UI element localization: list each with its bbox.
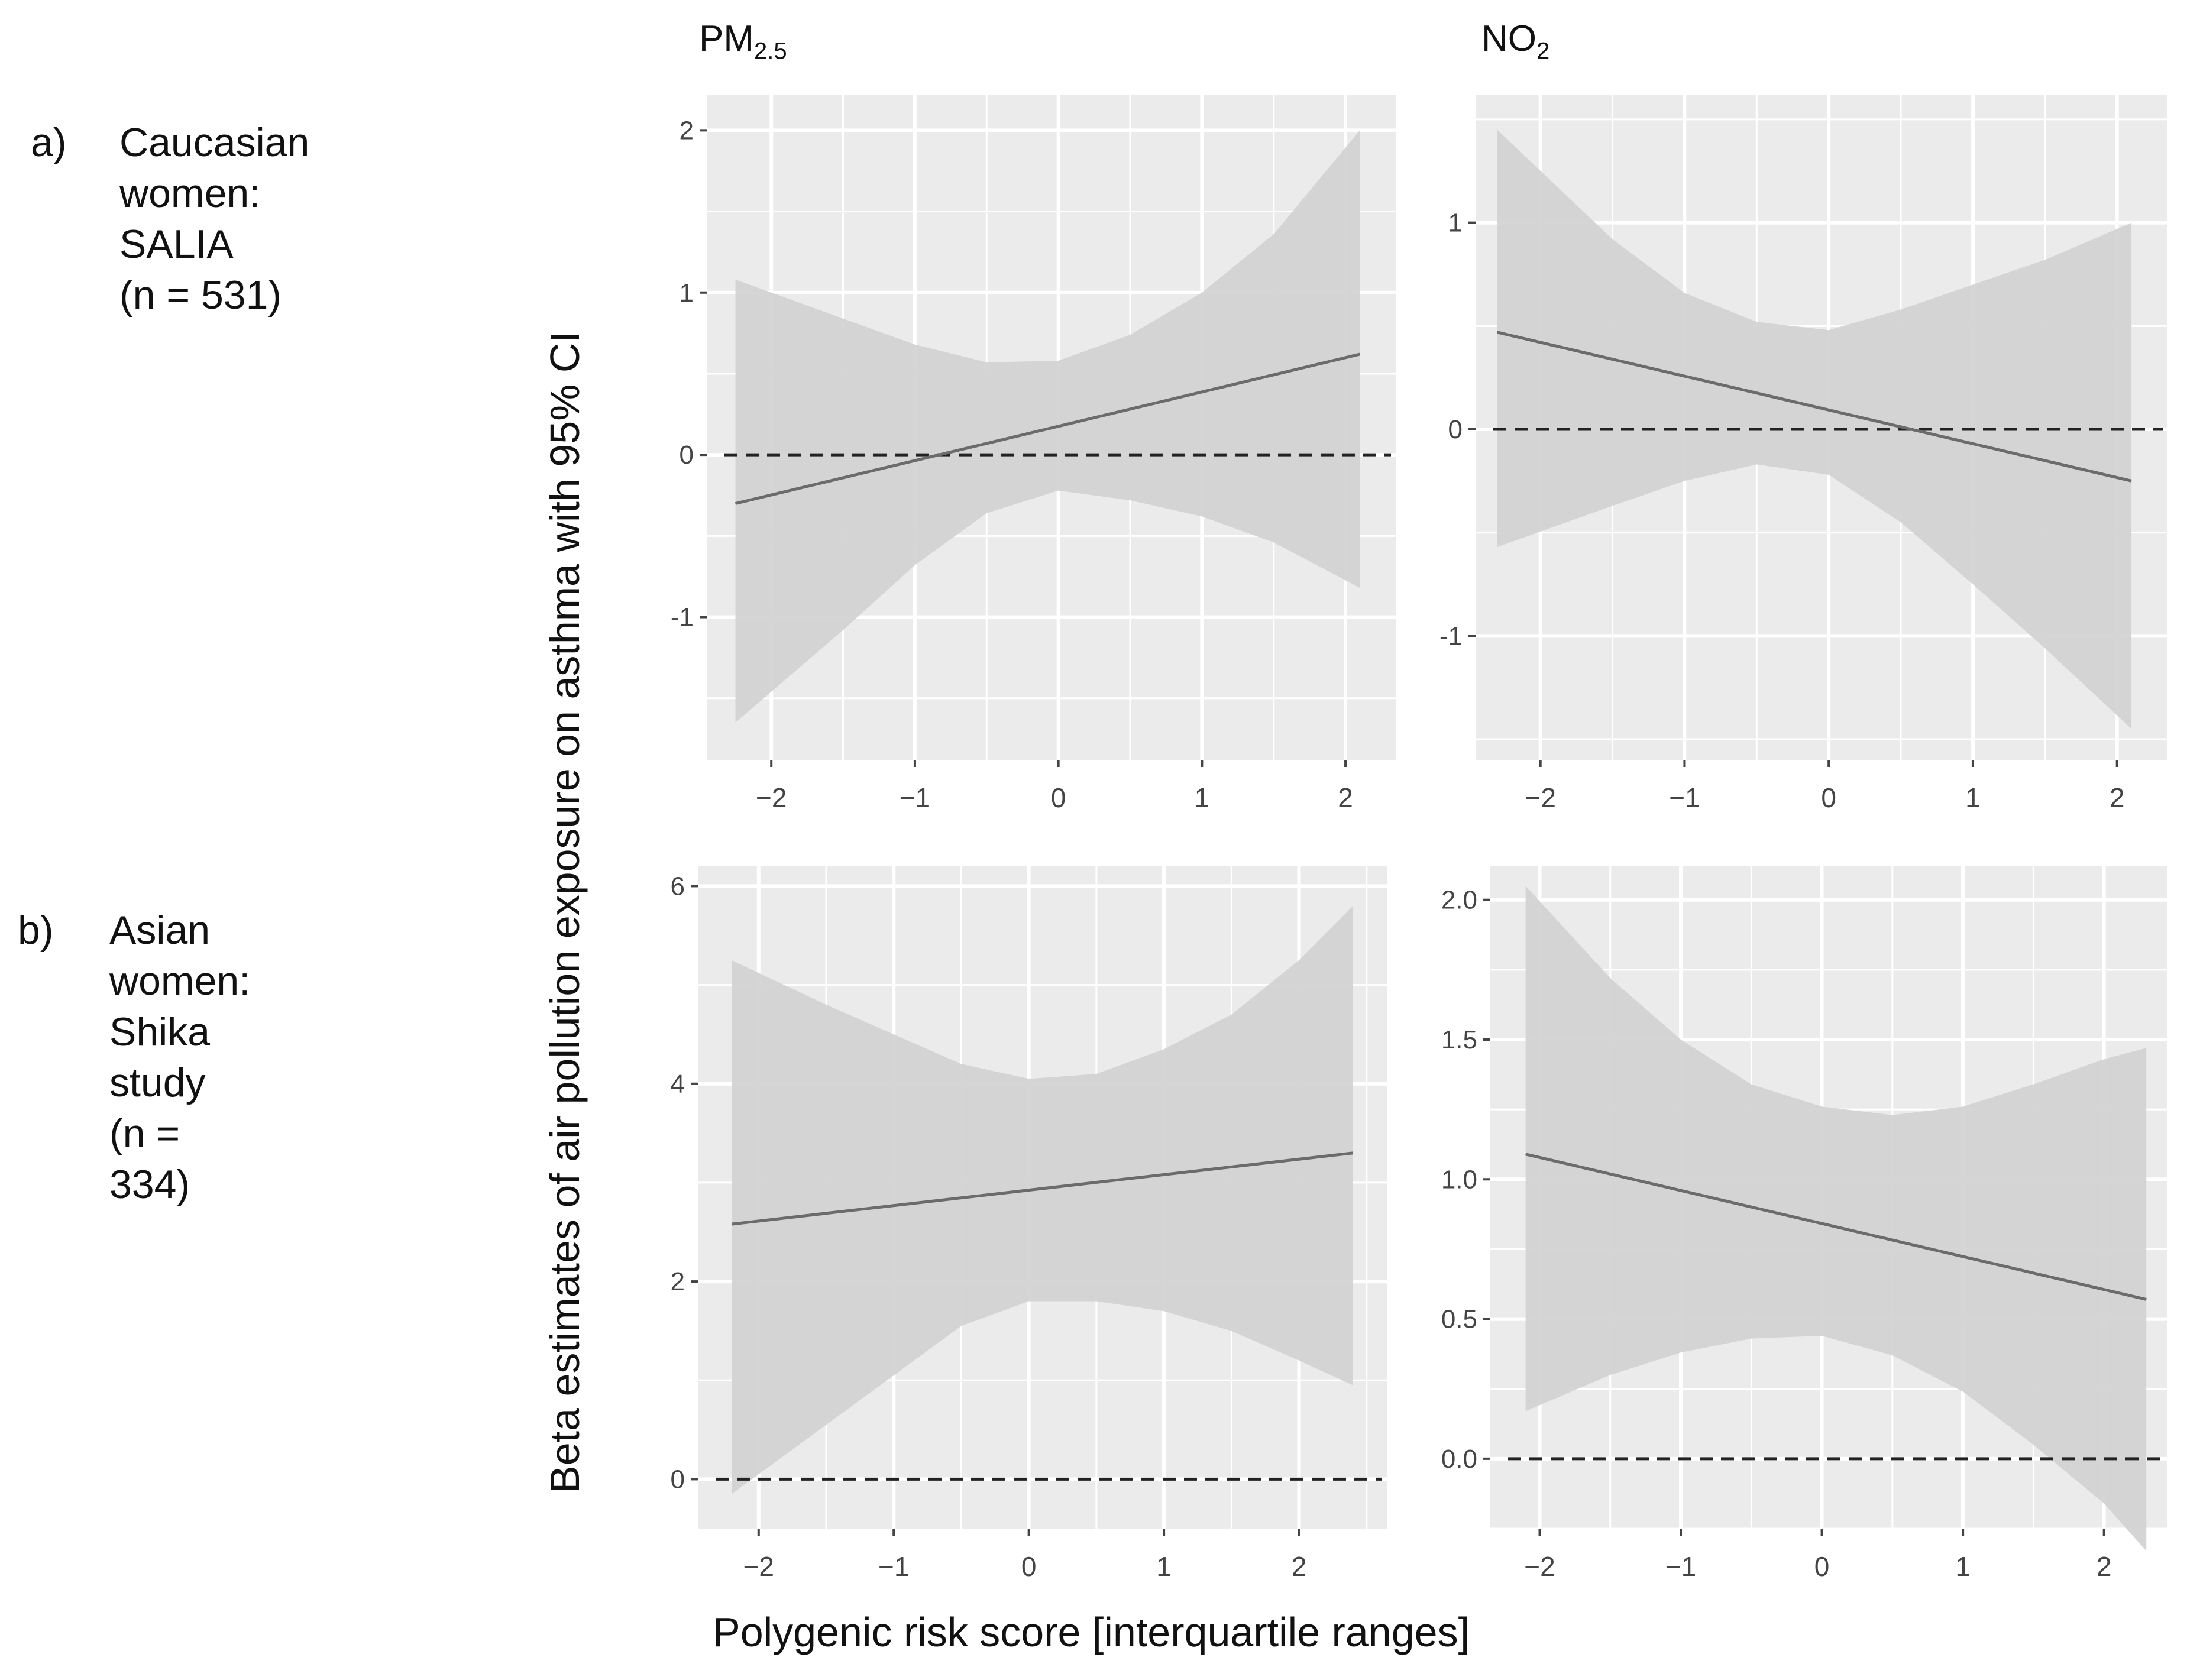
panel-a-no2: -1 0 1 −2 −1 0 1 2 [1439, 95, 2167, 813]
row-label-b-line-1: Asian women: [109, 908, 251, 1004]
x-tick-label: −2 [1525, 782, 1555, 813]
confidence-interval-band [1525, 886, 2147, 1551]
column-title-pm25-sub: 2.5 [754, 38, 787, 64]
x-tick-label: −1 [1665, 1551, 1696, 1582]
column-title-pm25: PM2.5 [699, 18, 787, 64]
y-axis-title: Beta estimates of air pollution exposure… [542, 331, 588, 1493]
y-tick-label: 6 [671, 872, 685, 901]
x-tick-label: 1 [1195, 782, 1210, 813]
y-tick-label: 0.5 [1441, 1305, 1477, 1334]
column-title-no2-sub: 2 [1536, 38, 1550, 64]
y-tick-label: -1 [671, 603, 694, 632]
y-tick-label: 0.0 [1441, 1445, 1477, 1474]
x-axis-title: Polygenic risk score [interquartile rang… [713, 1609, 1470, 1655]
row-label-a-letter: a) [31, 120, 67, 165]
y-tick-label: 2 [680, 116, 694, 145]
y-tick-label: 1.0 [1441, 1165, 1477, 1194]
x-tick-label: −2 [1524, 1551, 1555, 1582]
x-tick-label: 1 [1156, 1551, 1172, 1582]
estimate-line [1525, 1153, 2147, 1301]
estimate-line [735, 352, 1360, 505]
x-tick-label: 2 [2110, 782, 2125, 813]
panel-b-pm25: 0 2 4 6 −2 −1 0 1 2 [671, 866, 1387, 1582]
estimate-line [1497, 331, 2132, 483]
confidence-interval-band [735, 130, 1360, 723]
y-tick-label: -1 [1439, 621, 1463, 650]
y-tick-label: 0 [1448, 415, 1463, 444]
x-tick-label: −1 [900, 782, 930, 813]
x-tick-label: 1 [1955, 1551, 1971, 1582]
row-label-a-line-2: SALIA [119, 222, 234, 267]
row-label-b-line-2: Shika study [109, 1009, 211, 1105]
x-tick-label: −2 [756, 782, 787, 813]
panel-b-no2: 0.0 0.5 1.0 1.5 2.0 −2 −1 0 1 2 [1441, 866, 2167, 1582]
y-tick-label: 0 [680, 441, 694, 470]
x-tick-label: 1 [1965, 782, 1981, 813]
column-title-pm25-main: PM [699, 18, 754, 59]
y-tick-label: 1 [680, 279, 694, 307]
y-tick-label: 1.5 [1441, 1025, 1477, 1054]
x-tick-label: −1 [1669, 782, 1700, 813]
x-tick-label: 2 [1338, 782, 1353, 813]
y-tick-label: 2.0 [1441, 886, 1477, 915]
y-tick-label: 0 [671, 1465, 685, 1494]
panel-a-pm25: -1 0 1 2 −2 −1 0 1 2 [671, 95, 1396, 813]
row-label-a-line-1: Caucasian women: [119, 120, 310, 216]
x-tick-label: 0 [1821, 782, 1836, 813]
x-tick-label: 2 [1292, 1551, 1307, 1582]
x-tick-label: 0 [1814, 1551, 1830, 1582]
column-title-no2-main: NO [1481, 18, 1536, 59]
y-tick-label: 4 [671, 1070, 685, 1099]
y-tick-label: 1 [1448, 209, 1463, 238]
column-title-no2: NO2 [1481, 18, 1549, 64]
x-tick-label: −1 [878, 1551, 909, 1582]
row-label-a-line-3: (n = 531) [119, 273, 282, 318]
estimate-line [731, 1151, 1354, 1226]
row-label-b-letter: b) [18, 908, 54, 953]
x-tick-label: 0 [1021, 1551, 1037, 1582]
row-label-b-line-3: (n = 334) [109, 1111, 190, 1207]
x-tick-label: 2 [2097, 1551, 2112, 1582]
confidence-interval-band [732, 905, 1353, 1494]
y-tick-label: 2 [671, 1267, 685, 1296]
x-tick-label: −2 [743, 1551, 774, 1582]
x-tick-label: 0 [1051, 782, 1066, 813]
